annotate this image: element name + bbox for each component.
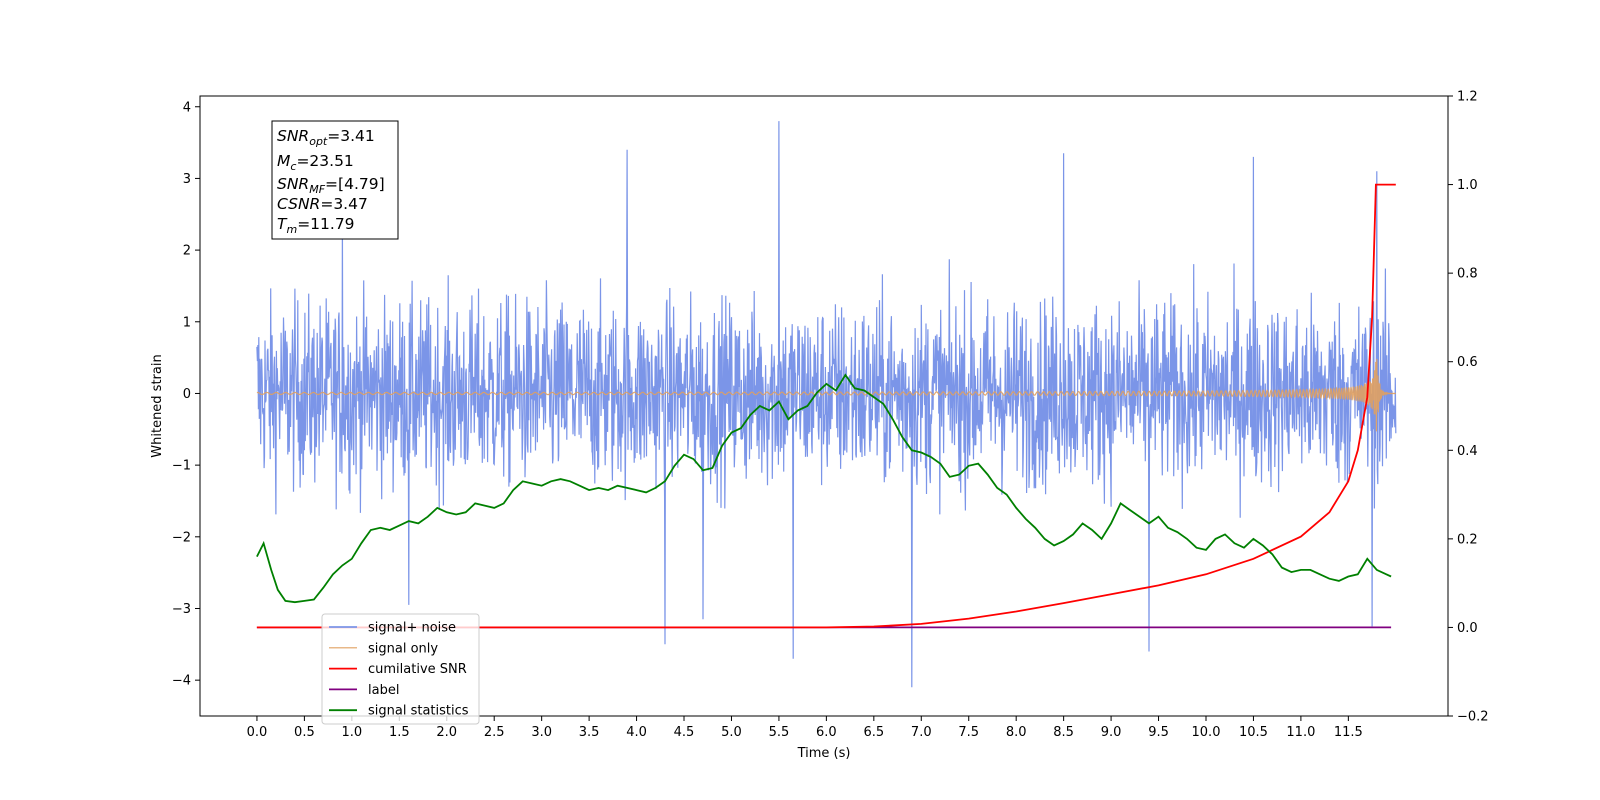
y-axis-left: −4 −3 −2 −1 0 1 2 3 4: [172, 100, 200, 689]
x-tick-label: 5.0: [721, 725, 742, 740]
x-tick-label: 5.5: [769, 725, 790, 740]
x-axis-label: Time (s): [797, 746, 851, 761]
signal-noise-series: [256, 121, 1397, 688]
x-tick-label: 1.0: [342, 725, 363, 740]
legend-label: signal only: [368, 641, 438, 656]
x-tick-label: 8.0: [1006, 725, 1027, 740]
y2-tick-label: 0.4: [1457, 444, 1478, 459]
y-tick-label: 0: [183, 387, 191, 402]
signal-only-line: [256, 358, 1396, 432]
y2-tick-label: 1.0: [1457, 178, 1478, 193]
x-tick-label: 10.0: [1192, 725, 1221, 740]
x-tick-label: 2.5: [484, 725, 505, 740]
x-tick-label: 6.0: [816, 725, 837, 740]
x-tick-label: 11.5: [1334, 725, 1363, 740]
y-tick-label: 4: [183, 100, 191, 115]
info-box: SNRopt=3.41 Mc=23.51 SNRMF=[4.79] CSNR=3…: [271, 120, 399, 240]
y2-tick-label: 0.6: [1457, 355, 1478, 370]
y-tick-label: −4: [172, 674, 191, 689]
signal-only-series: [256, 358, 1396, 432]
x-tick-label: 2.0: [436, 725, 457, 740]
cumulative-snr-line: [256, 183, 1396, 629]
legend: signal+ noise signal only cumilative SNR la…: [321, 613, 480, 725]
y2-tick-label: 1.2: [1457, 90, 1478, 105]
info-mc: Mc=23.51: [277, 152, 354, 173]
info-csnr: CSNR=3.47: [277, 195, 368, 213]
x-tick-label: 9.0: [1101, 725, 1122, 740]
y2-tick-label: 0.8: [1457, 267, 1478, 282]
legend-label: cumilative SNR: [368, 662, 467, 677]
signal-statistics-series: [256, 373, 1392, 604]
y-axis-right: −0.2 0.0 0.2 0.4 0.6 0.8 1.0 1.2: [1448, 90, 1489, 725]
x-tick-label: 0.0: [247, 725, 268, 740]
x-tick-label: 11.0: [1286, 725, 1315, 740]
y-tick-label: 3: [183, 172, 191, 187]
y-tick-label: −2: [172, 530, 191, 545]
y2-tick-label: −0.2: [1457, 710, 1489, 725]
x-tick-label: 4.5: [674, 725, 695, 740]
x-tick-label: 7.0: [911, 725, 932, 740]
x-axis: 0.0 0.5 1.0 1.5 2.0 2.5 3.0 3.5 4.0 4.5 5.0 5.5 6.0 6…: [247, 716, 1363, 740]
x-tick-label: 9.5: [1148, 725, 1169, 740]
info-snr-opt: SNRopt=3.41: [277, 127, 375, 148]
signal-noise-line: [256, 121, 1397, 688]
x-tick-label: 8.5: [1053, 725, 1074, 740]
x-tick-label: 4.0: [626, 725, 647, 740]
plot-frame: [199, 95, 1449, 717]
x-tick-label: 3.5: [579, 725, 600, 740]
x-tick-label: 3.0: [531, 725, 552, 740]
legend-label: signal statistics: [368, 704, 469, 719]
cumulative-snr-series: [256, 183, 1396, 629]
y-tick-label: −3: [172, 602, 191, 617]
signal-statistics-line: [256, 373, 1392, 604]
x-tick-label: 10.5: [1239, 725, 1268, 740]
legend-label: signal+ noise: [368, 621, 456, 636]
info-snr-mf: SNRMF=[4.79]: [277, 175, 385, 196]
x-tick-label: 7.5: [958, 725, 979, 740]
legend-label: label: [368, 683, 399, 698]
y2-tick-label: 0.2: [1457, 532, 1478, 547]
y2-tick-label: 0.0: [1457, 621, 1478, 636]
y-tick-label: −1: [172, 459, 191, 474]
x-tick-label: 6.5: [863, 725, 884, 740]
x-tick-label: 0.5: [294, 725, 315, 740]
x-tick-label: 1.5: [389, 725, 410, 740]
y-tick-label: 1: [183, 315, 191, 330]
y-axis-label: Whitened strain: [150, 354, 165, 457]
y-tick-label: 2: [183, 244, 191, 259]
info-tm: Tm=11.79: [277, 215, 355, 236]
